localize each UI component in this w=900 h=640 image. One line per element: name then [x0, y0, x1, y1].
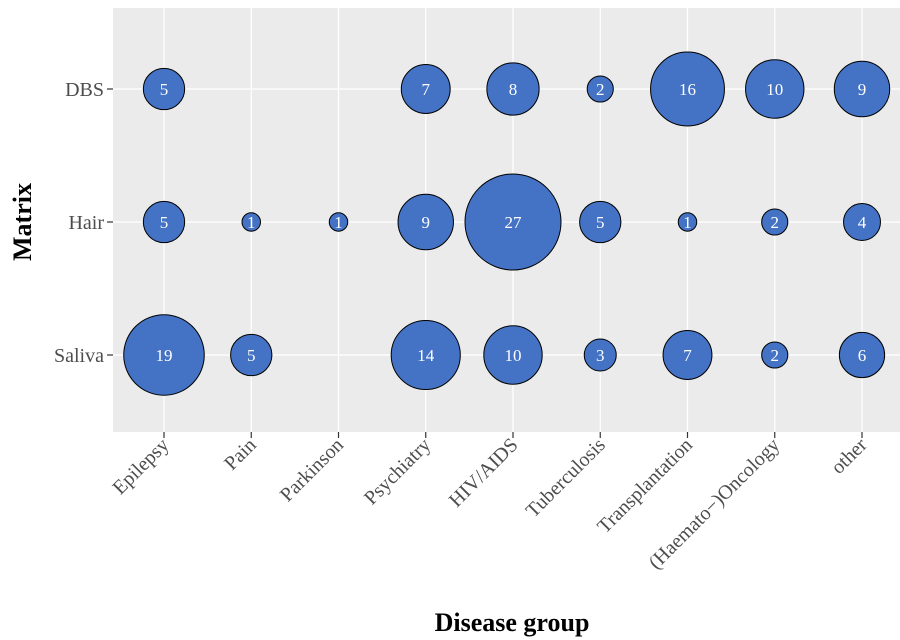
x-tick-label: Epilepsy [108, 434, 173, 499]
bubble-value-label: 5 [247, 346, 256, 365]
bubble-value-label: 2 [596, 80, 605, 99]
bubble [390, 319, 461, 391]
x-tick-label: Pain [220, 434, 261, 475]
bubble [761, 208, 789, 236]
bubble-value-label: 5 [160, 80, 169, 99]
bubble [745, 59, 805, 119]
bubble [677, 212, 698, 232]
bubble [650, 51, 725, 127]
bubble-value-label: 16 [679, 80, 696, 99]
bubble [833, 60, 891, 118]
bubble-value-label: 9 [422, 213, 431, 232]
bubble [142, 67, 186, 111]
bubble-value-label: 7 [422, 80, 431, 99]
bubble [483, 325, 543, 385]
bubble-value-label: 6 [858, 346, 867, 365]
bubble-value-label: 4 [858, 213, 867, 232]
x-tick-label: other [827, 434, 872, 479]
bubble-value-label: 3 [596, 346, 605, 365]
bubble [123, 314, 205, 396]
bubble [142, 200, 186, 244]
bubble-value-label: 10 [505, 346, 522, 365]
bubble-value-label: 1 [334, 213, 343, 232]
bubble [662, 330, 713, 380]
x-axis-title: Disease group [435, 608, 590, 637]
bubble [400, 64, 451, 114]
bubble [843, 203, 881, 241]
bubbles: 5 7 8 2 16 10 95 1 1 9 27 5 1 2 419 5 14 10 3 7 2 6 [123, 51, 891, 396]
bubble [230, 333, 273, 377]
bubble-value-label: 9 [858, 80, 867, 99]
bubble [579, 200, 622, 244]
x-tick-labels: Epilepsy Pain Parkinson Psychiatry HIV/AIDS T… [108, 434, 871, 574]
bubble [486, 62, 540, 116]
y-tick-labels: DBS Hair Saliva [54, 79, 104, 367]
bubble-value-label: 10 [766, 80, 783, 99]
bubble-value-label: 27 [505, 213, 523, 232]
bubble [838, 331, 886, 379]
y-tick-label: Hair [68, 212, 104, 234]
bubble-value-label: 14 [417, 346, 435, 365]
axis-ticks [107, 88, 863, 438]
bubble-value-label: 5 [160, 213, 169, 232]
bubble-value-label: 2 [771, 213, 780, 232]
bubble [328, 212, 349, 232]
bubble [397, 193, 454, 251]
bubble-value-label: 19 [156, 346, 173, 365]
y-tick-label: DBS [65, 79, 104, 101]
bubble-value-label: 5 [596, 213, 605, 232]
bubble-value-label: 8 [509, 80, 518, 99]
x-tick-label: Parkinson [276, 434, 348, 506]
bubble [586, 75, 614, 103]
y-tick-label: Saliva [54, 345, 104, 367]
bubble-value-label: 1 [683, 213, 692, 232]
y-axis-title: Matrix [8, 183, 37, 261]
bubble [761, 341, 789, 369]
bubble-value-label: 7 [683, 346, 692, 365]
bubble-value-label: 2 [771, 346, 780, 365]
x-tick-label: Psychiatry [360, 434, 435, 509]
bubble-value-label: 1 [247, 213, 256, 232]
bubble [464, 173, 562, 271]
x-tick-label: HIV/AIDS [445, 434, 523, 512]
x-tick-label: Tuberculosis [522, 434, 610, 522]
bubble [241, 212, 261, 232]
bubble [583, 338, 617, 372]
